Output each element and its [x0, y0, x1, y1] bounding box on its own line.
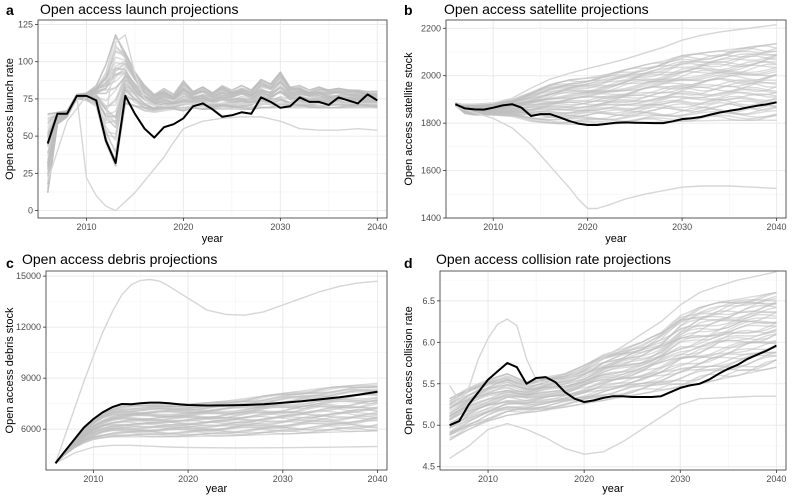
x-tick-label: 2020 — [578, 222, 598, 232]
y-axis-title: Open access launch rate — [4, 58, 16, 180]
y-axis-title: Open access satellite stock — [403, 52, 415, 186]
plot-background — [46, 271, 387, 470]
projection-line-high — [455, 43, 777, 106]
x-tick-label: 2030 — [270, 222, 290, 232]
projection-line — [455, 79, 777, 110]
outlier-projection-line — [54, 278, 378, 464]
y-tick-label: 5.0 — [422, 420, 435, 430]
x-tick-label: 2030 — [672, 222, 692, 232]
panel-border — [445, 19, 787, 219]
x-axis-title: year — [605, 233, 627, 245]
y-tick-label: 9000 — [21, 373, 41, 383]
x-tick-label: 2040 — [368, 474, 388, 484]
y-tick-label: 5.5 — [422, 379, 435, 389]
panel-title: Open access satellite projections — [444, 1, 649, 17]
x-axis-title: year — [602, 483, 624, 495]
y-tick-label: 6.5 — [422, 296, 435, 306]
y-tick-label: 4.5 — [422, 462, 435, 472]
projection-line — [455, 91, 777, 113]
y-tick-label: 1800 — [421, 118, 441, 128]
x-axis-title: year — [202, 233, 224, 245]
outlier-projection-line — [47, 95, 378, 212]
projection-line-low — [449, 366, 777, 441]
y-tick-label: 6.0 — [422, 337, 435, 347]
x-tick-label: 2020 — [178, 474, 198, 484]
projection-runs — [47, 34, 378, 212]
y-tick-label: 0 — [28, 206, 33, 216]
panel-d: 2010 2020 2030 2040 4.5 5.0 5.5 6.0 6.5 d Open acc… — [403, 251, 786, 495]
projection-line — [449, 359, 777, 436]
panel-letter: c — [6, 255, 14, 271]
x-tick-label: 2020 — [173, 222, 193, 232]
y-tick-label: 6000 — [21, 424, 41, 434]
x-axis-title: year — [206, 483, 228, 495]
panel-letter: a — [6, 2, 14, 18]
history-line — [54, 390, 378, 464]
y-tick-label: 100 — [18, 57, 33, 67]
x-tick-label: 2010 — [76, 222, 96, 232]
x-tick-label: 2040 — [367, 222, 387, 232]
panel-b: 2010 2020 2030 2040 1400 1600 1800 2000 2200 b Ope… — [403, 1, 787, 245]
y-tick-label: 15000 — [16, 271, 41, 281]
projection-line-high — [47, 34, 378, 115]
x-tick-label: 2020 — [574, 474, 594, 484]
panel-border — [439, 270, 787, 471]
projection-line — [449, 300, 777, 406]
outlier-projection-line — [455, 105, 777, 210]
y-tick-label: 75 — [23, 94, 33, 104]
x-tick-label: 2010 — [483, 222, 503, 232]
y-tick-label: 2200 — [421, 23, 441, 33]
outlier-projection-line — [455, 24, 777, 105]
outlier-projection-line — [47, 34, 378, 182]
panel-title: Open access debris projections — [22, 251, 217, 267]
x-tick-label: 2040 — [767, 222, 787, 232]
y-axis-title: Open access debris stock — [4, 307, 16, 433]
outlier-projection-line — [55, 444, 378, 464]
panel-title: Open access collision rate projections — [436, 251, 671, 267]
history-line — [454, 101, 777, 126]
projection-line — [449, 329, 777, 420]
panel-border — [37, 19, 388, 219]
x-tick-label: 2010 — [478, 474, 498, 484]
x-tick-label: 2040 — [766, 474, 786, 484]
history-line — [46, 93, 378, 164]
y-tick-label: 1400 — [421, 213, 441, 223]
projection-line — [454, 100, 777, 117]
history-line — [449, 344, 777, 427]
y-tick-label: 25 — [23, 168, 33, 178]
x-tick-label: 2010 — [83, 474, 103, 484]
y-tick-label: 12000 — [16, 322, 41, 332]
y-tick-label: 125 — [18, 19, 33, 29]
projection-line-low — [55, 430, 378, 464]
panel-a: 2010 2020 2030 2040 0 25 50 75 100 125 a Open acces… — [4, 1, 388, 245]
projection-line — [449, 298, 777, 403]
y-axis-title: Open access collision rate — [403, 306, 415, 434]
y-tick-label: 50 — [23, 131, 33, 141]
panel-letter: d — [404, 255, 413, 271]
plot-background — [38, 20, 387, 218]
panel-border — [45, 270, 388, 471]
projection-runs — [449, 271, 777, 459]
x-tick-label: 2030 — [273, 474, 293, 484]
y-tick-label: 2000 — [421, 71, 441, 81]
panel-letter: b — [404, 2, 413, 18]
outlier-projection-line — [449, 395, 777, 459]
panel-title: Open access launch projections — [40, 1, 238, 17]
x-tick-label: 2030 — [670, 474, 690, 484]
y-tick-label: 1600 — [421, 166, 441, 176]
outlier-projection-line — [449, 271, 777, 402]
